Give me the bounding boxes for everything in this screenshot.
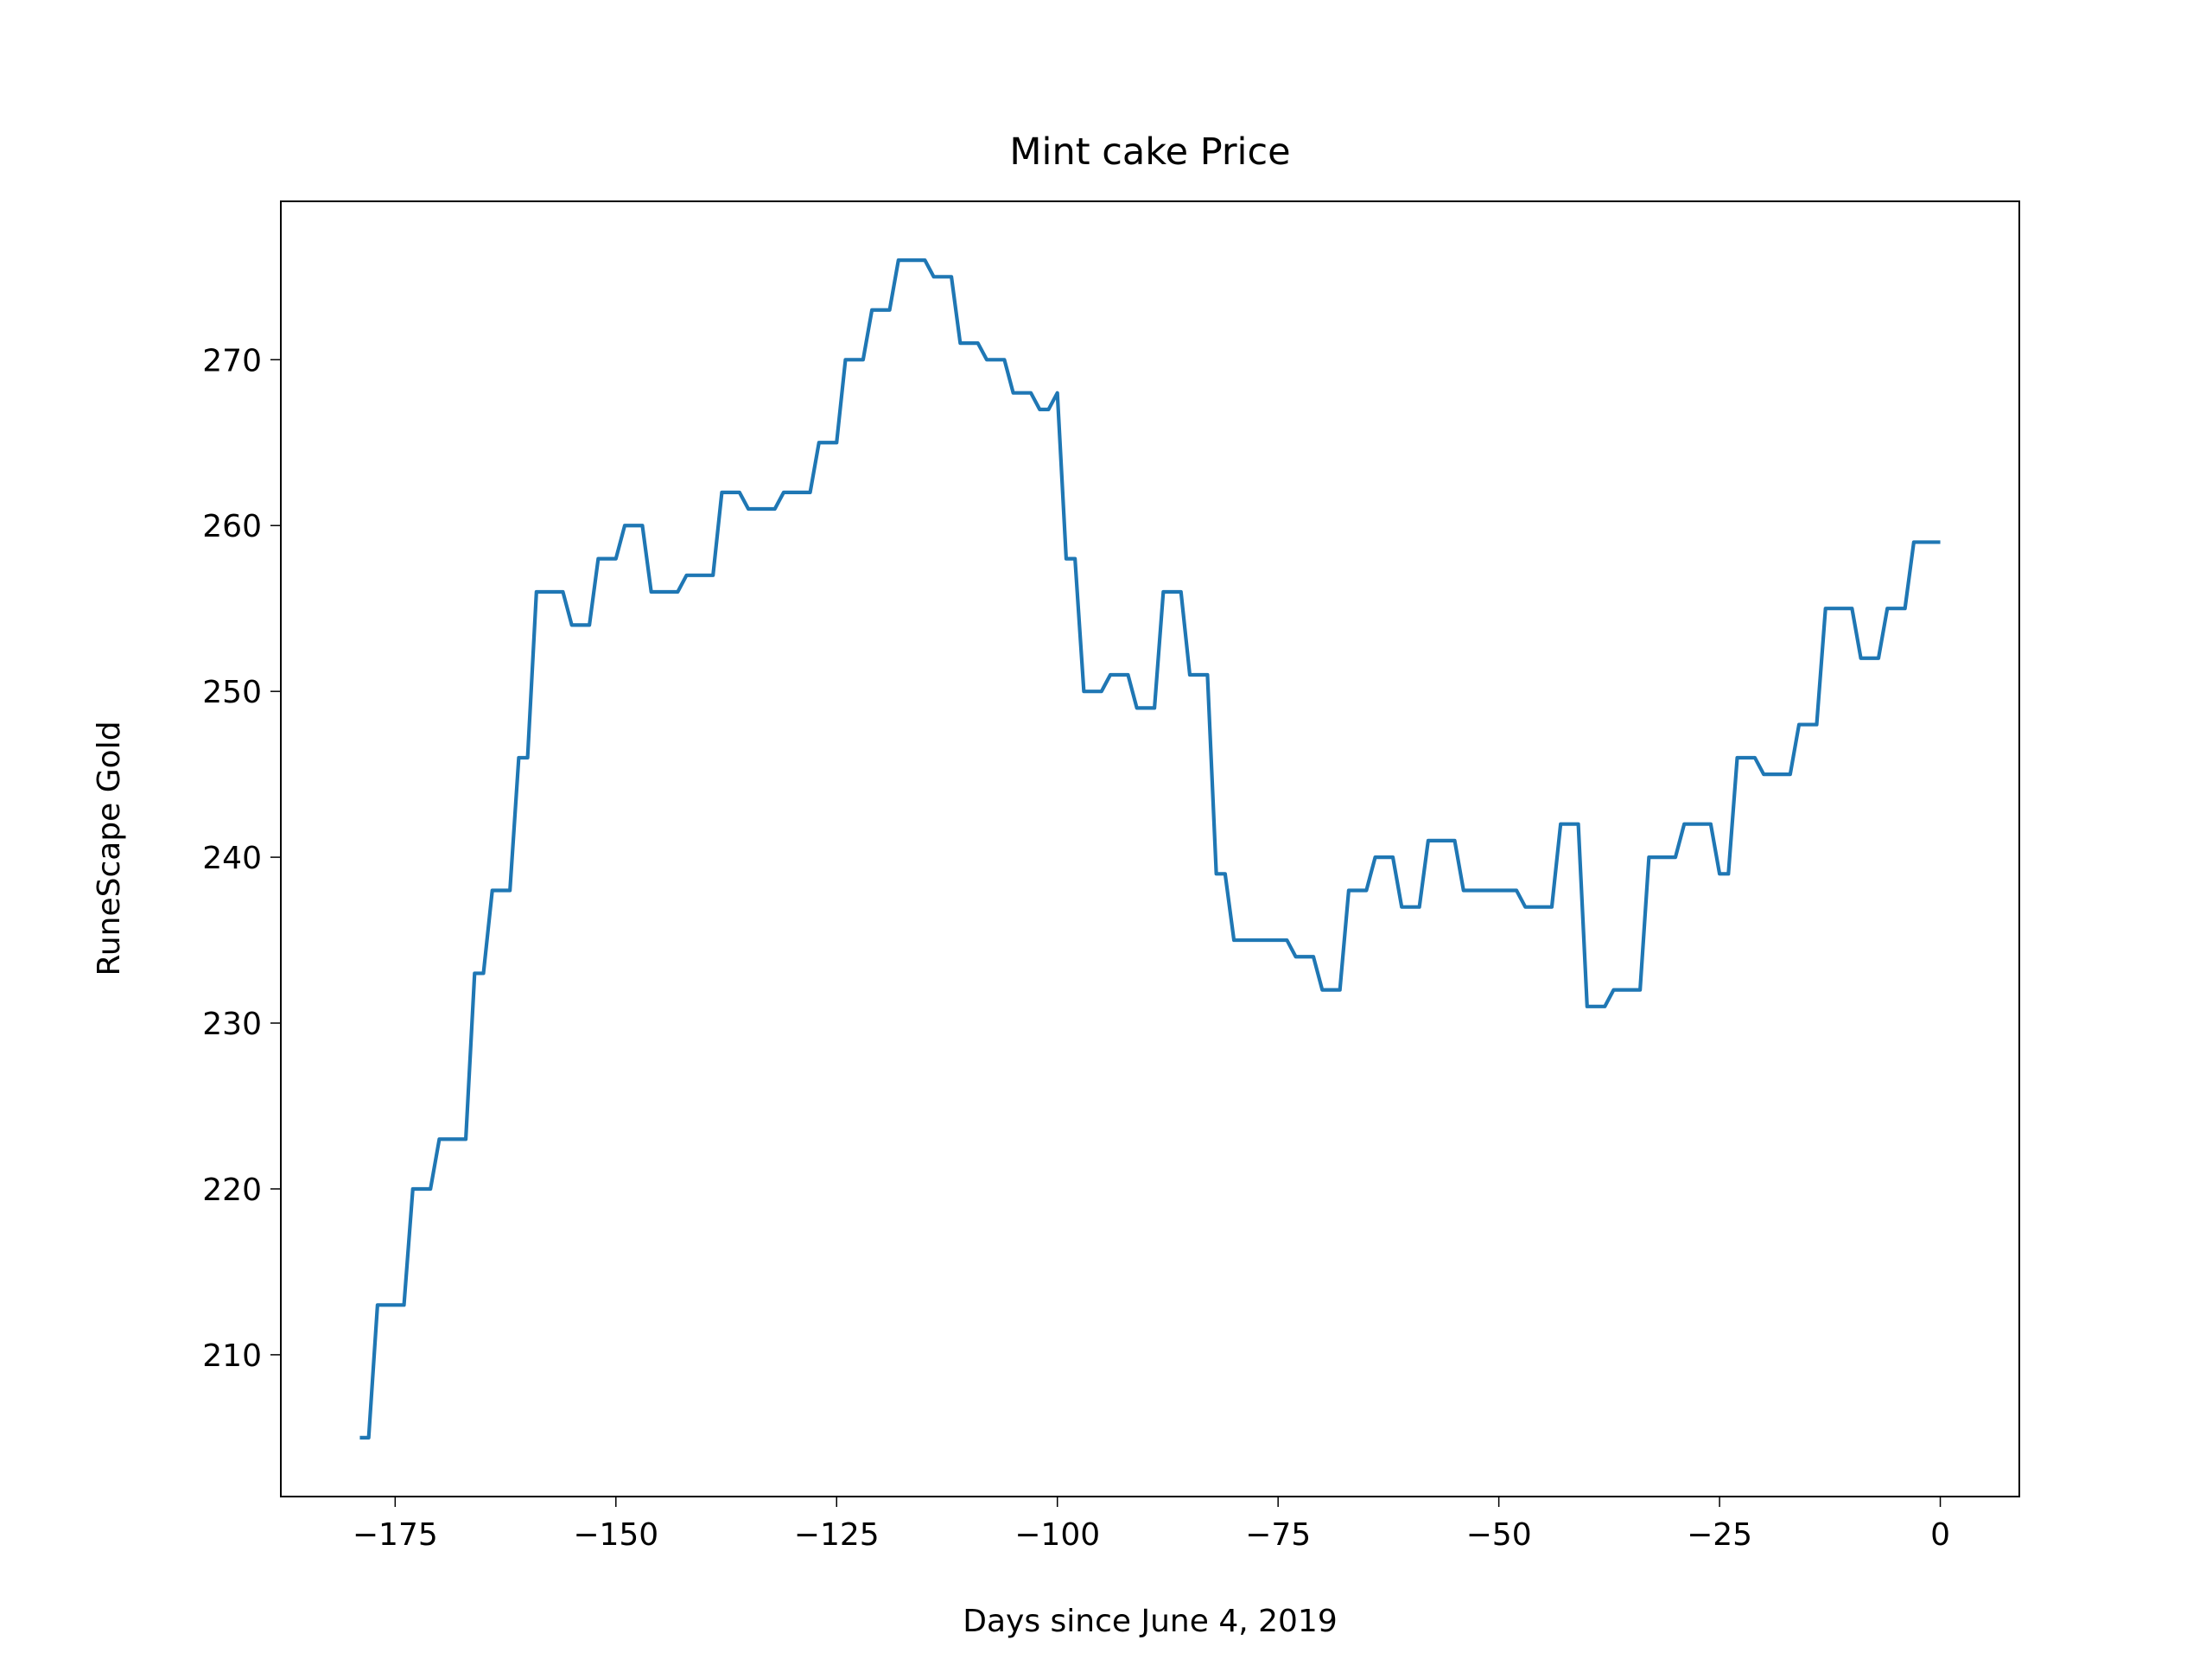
y-tick-label: 240 xyxy=(202,841,262,876)
chart-title: Mint cake Price xyxy=(1009,130,1290,174)
y-tick-label: 270 xyxy=(202,343,262,378)
plot-frame xyxy=(280,200,2020,1497)
x-tick-label: −175 xyxy=(353,1517,438,1553)
x-tick-label: −75 xyxy=(1245,1517,1311,1553)
y-tick-label: 220 xyxy=(202,1173,262,1208)
x-tick-label: −100 xyxy=(1014,1517,1100,1553)
y-tick-label: 230 xyxy=(202,1007,262,1042)
x-tick-label: −50 xyxy=(1466,1517,1532,1553)
y-axis-label: RuneScape Gold xyxy=(92,721,127,976)
x-tick-label: −150 xyxy=(573,1517,658,1553)
y-tick-label: 210 xyxy=(202,1338,262,1374)
y-tick-label: 250 xyxy=(202,675,262,710)
x-tick-label: −25 xyxy=(1687,1517,1752,1553)
x-axis-label: Days since June 4, 2019 xyxy=(963,1604,1338,1639)
y-tick-label: 260 xyxy=(202,509,262,544)
x-tick-label: 0 xyxy=(1930,1517,1950,1553)
x-tick-label: −125 xyxy=(794,1517,880,1553)
price-line xyxy=(359,258,1941,1440)
